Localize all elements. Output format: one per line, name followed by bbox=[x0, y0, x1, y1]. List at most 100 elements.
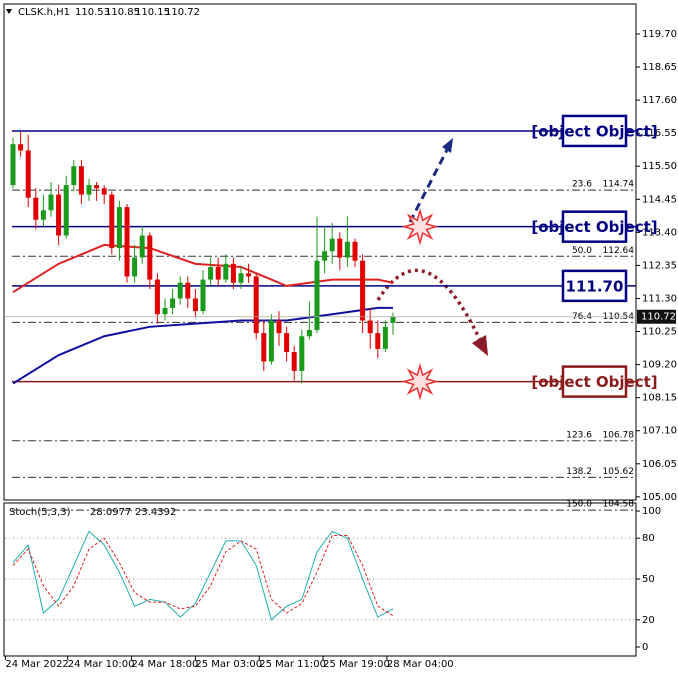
candle-body bbox=[154, 279, 160, 315]
x-tick-label: 24 Mar 10:00 bbox=[68, 659, 135, 670]
level-box bbox=[561, 365, 628, 398]
y-tick-label: 114.45 bbox=[642, 194, 677, 205]
candle-body bbox=[284, 333, 290, 353]
x-tick-label: 25 Mar 03:00 bbox=[195, 659, 262, 670]
candle-body bbox=[230, 263, 236, 283]
candle-body bbox=[177, 282, 183, 299]
collapse-icon bbox=[6, 9, 12, 14]
fib-ratio: 50.0 bbox=[572, 246, 592, 256]
stoch-line bbox=[12, 530, 394, 621]
candle-body bbox=[352, 241, 358, 261]
candle-body bbox=[56, 194, 62, 236]
level-label: [object Object] bbox=[531, 218, 657, 236]
level-label: 111.70 bbox=[566, 277, 624, 295]
level-label: [object Object] bbox=[531, 122, 657, 140]
candle-body bbox=[276, 320, 282, 334]
y-tick-label: 100 bbox=[642, 506, 661, 517]
x-tick-label: 25 Mar 19:00 bbox=[323, 659, 390, 670]
candle-body bbox=[253, 276, 259, 334]
candle-body bbox=[291, 352, 297, 371]
y-tick-label: 109.20 bbox=[642, 360, 677, 371]
candle-body bbox=[375, 333, 381, 349]
candle-body bbox=[208, 266, 214, 280]
level-box bbox=[561, 114, 628, 148]
stoch-signal-value: 23.4392 bbox=[135, 507, 176, 518]
y-tick-label: 111.30 bbox=[642, 293, 677, 304]
level-box bbox=[561, 269, 628, 303]
candle-body bbox=[10, 144, 16, 186]
candle-body bbox=[306, 329, 312, 337]
y-tick-label: 80 bbox=[642, 533, 655, 544]
candle-body bbox=[215, 266, 221, 280]
y-tick-label: 119.70 bbox=[642, 29, 677, 40]
y-tick-label: 116.55 bbox=[642, 128, 677, 139]
candle-body bbox=[40, 210, 46, 220]
symbol: CLSK.h,H1 bbox=[18, 7, 70, 18]
fib-price: 105.62 bbox=[603, 467, 635, 477]
candle-body bbox=[322, 251, 328, 261]
candle-body bbox=[94, 185, 100, 189]
y-tick-label: 118.65 bbox=[642, 62, 677, 73]
candle-body bbox=[109, 194, 115, 249]
candle-body bbox=[337, 238, 343, 258]
stoch-title: Stoch(5,3,3) bbox=[9, 507, 71, 518]
candle-body bbox=[238, 273, 244, 283]
y-tick-label: 50 bbox=[642, 574, 655, 585]
last-price-label: 110.72 bbox=[641, 312, 676, 323]
candle-body bbox=[223, 263, 229, 280]
candle-body bbox=[33, 197, 39, 220]
y-tick-label: 115.50 bbox=[642, 161, 677, 172]
candle-body bbox=[246, 273, 252, 277]
header-open: 110.53 bbox=[75, 7, 110, 18]
price-panel bbox=[3, 3, 637, 501]
candle-body bbox=[162, 307, 168, 315]
fib-ratio: 138.2 bbox=[566, 467, 592, 477]
candle-body bbox=[116, 207, 122, 249]
candle-body bbox=[192, 298, 198, 312]
candle-body bbox=[71, 166, 77, 186]
down-arrow bbox=[376, 268, 482, 341]
candle-body bbox=[132, 257, 138, 277]
candle-body bbox=[147, 235, 153, 280]
y-tick-label: 108.15 bbox=[642, 393, 677, 404]
candle-body bbox=[360, 260, 366, 321]
y-tick-label: 117.60 bbox=[642, 95, 677, 106]
candle-body bbox=[18, 144, 24, 151]
fib-ratio: 150.0 bbox=[566, 500, 592, 510]
candle-body bbox=[367, 320, 373, 334]
candle-body bbox=[329, 238, 335, 252]
candle-body bbox=[48, 194, 54, 211]
up-arrow bbox=[408, 147, 450, 223]
header-high: 110.85 bbox=[105, 7, 140, 18]
fib-ratio: 23.6 bbox=[572, 180, 592, 190]
candle-body bbox=[185, 282, 191, 299]
x-tick-label: 28 Mar 04:00 bbox=[387, 659, 454, 670]
arrow-head bbox=[472, 335, 488, 356]
candle-body bbox=[86, 185, 92, 195]
candle-body bbox=[124, 207, 130, 277]
annotations bbox=[376, 138, 488, 356]
y-tick-label: 106.05 bbox=[642, 459, 677, 470]
candle-body bbox=[170, 298, 176, 308]
x-tick-label: 25 Mar 11:00 bbox=[259, 659, 326, 670]
candle-body bbox=[25, 150, 31, 198]
y-tick-label: 105.00 bbox=[642, 492, 677, 503]
level-box bbox=[561, 210, 628, 243]
stoch-main-value: 28.0977 bbox=[90, 507, 131, 518]
y-tick-label: 107.10 bbox=[642, 426, 677, 437]
candle-body bbox=[268, 320, 274, 362]
fib-price: 114.74 bbox=[603, 180, 635, 190]
y-tick-label: 113.40 bbox=[642, 227, 677, 238]
header-close: 110.72 bbox=[165, 7, 200, 18]
candle-body bbox=[299, 336, 305, 371]
candle-body bbox=[382, 326, 388, 349]
last-price-box bbox=[637, 309, 676, 324]
fib-price: 112.64 bbox=[603, 246, 635, 256]
x-tick-label: 24 Mar 18:00 bbox=[132, 659, 199, 670]
header-low: 110.15 bbox=[135, 7, 170, 18]
burst-icon bbox=[401, 207, 439, 246]
candle-body bbox=[390, 316, 396, 323]
candle-body bbox=[78, 166, 84, 195]
y-tick-label: 110.25 bbox=[642, 327, 677, 338]
